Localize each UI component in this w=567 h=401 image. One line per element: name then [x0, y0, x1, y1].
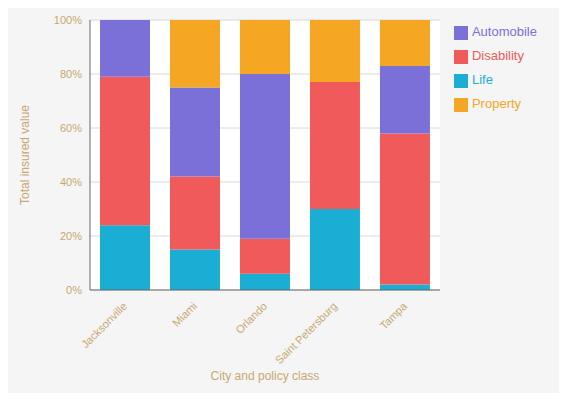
svg-text:Total insured value: Total insured value [18, 105, 32, 205]
svg-text:City and policy class: City and policy class [211, 369, 320, 383]
html-text:Automobile: Automobile [472, 24, 537, 39]
svg-text:Orlando: Orlando [233, 300, 269, 336]
html-text:Property: Property [472, 96, 522, 111]
html-text:Disability: Disability [472, 48, 524, 63]
svg-text:100%: 100% [54, 14, 82, 26]
svg-text:Miami: Miami [170, 300, 199, 329]
svg-text:20%: 20% [60, 230, 82, 242]
svg-text:40%: 40% [60, 176, 82, 188]
html-text:Life: Life [472, 72, 493, 87]
svg-text:Saint Petersburg: Saint Petersburg [273, 300, 339, 366]
svg-text:Jacksonville: Jacksonville [79, 300, 129, 350]
svg-text:Tampa: Tampa [377, 299, 409, 331]
svg-text:80%: 80% [60, 68, 82, 80]
svg-text:60%: 60% [60, 122, 82, 134]
svg-text:0%: 0% [66, 284, 82, 296]
